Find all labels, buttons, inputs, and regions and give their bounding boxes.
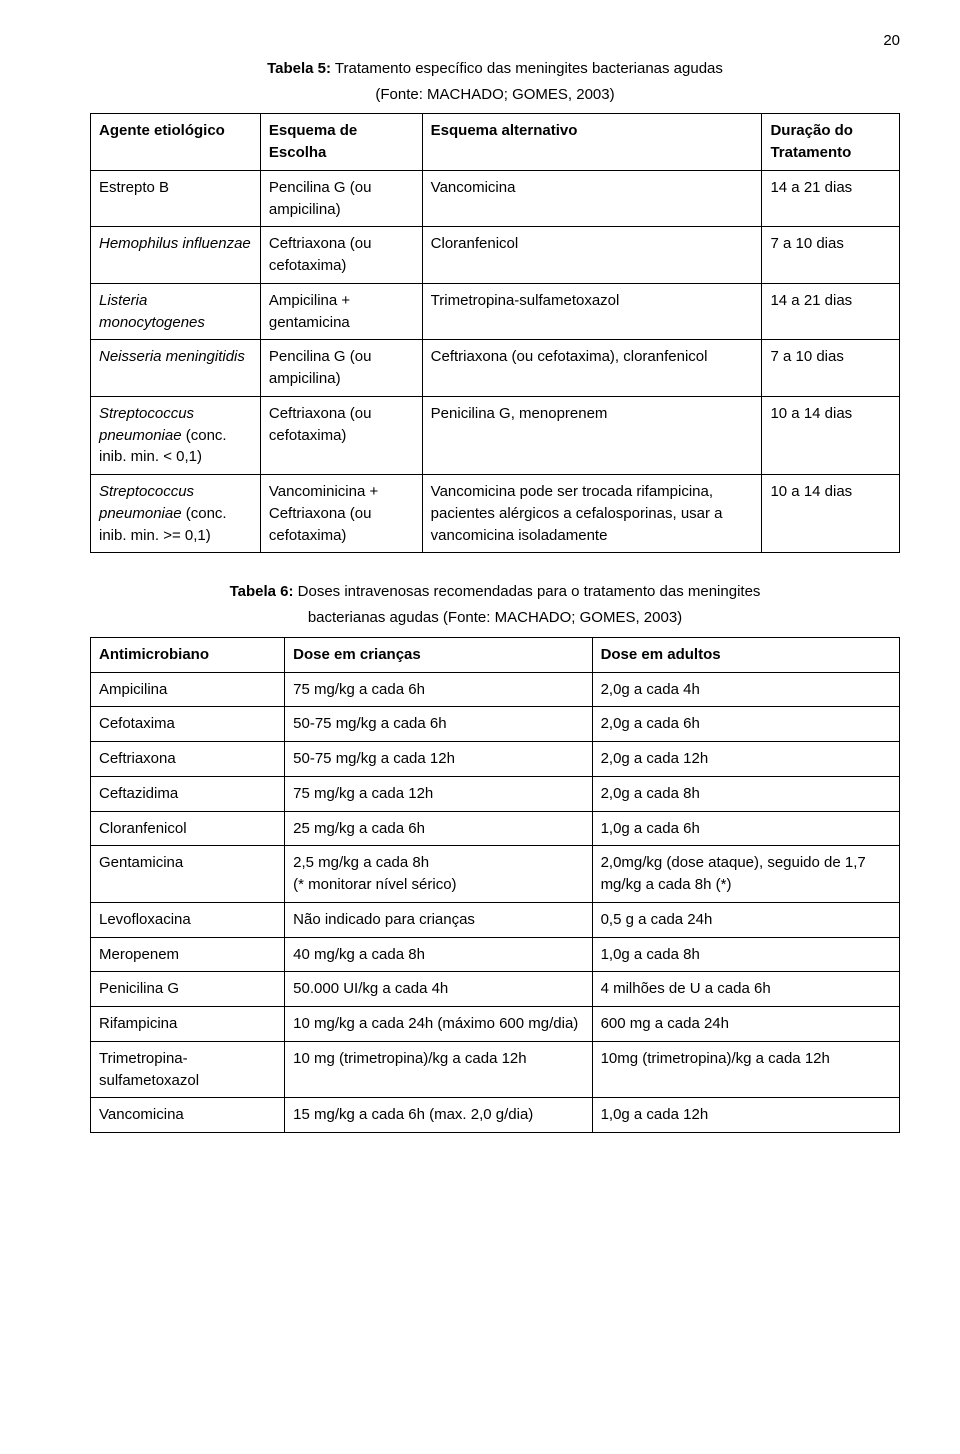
table6-caption: Tabela 6: Doses intravenosas recomendada… — [90, 581, 900, 603]
table-cell: Streptococcus pneumoniae (conc. inib. mi… — [91, 396, 261, 474]
table-cell: Trimetropina-sulfametoxazol — [422, 283, 762, 340]
table-row: Meropenem40 mg/kg a cada 8h1,0g a cada 8… — [91, 937, 900, 972]
table-cell: 2,0mg/kg (dose ataque), seguido de 1,7 m… — [592, 846, 899, 903]
table-cell: 10mg (trimetropina)/kg a cada 12h — [592, 1041, 899, 1098]
table-cell: 1,0g a cada 6h — [592, 811, 899, 846]
table-row: Rifampicina10 mg/kg a cada 24h (máximo 6… — [91, 1007, 900, 1042]
table-cell: 10 mg/kg a cada 24h (máximo 600 mg/dia) — [285, 1007, 592, 1042]
table-cell: 2,0g a cada 6h — [592, 707, 899, 742]
table-cell: 75 mg/kg a cada 12h — [285, 776, 592, 811]
page-number: 20 — [90, 30, 900, 52]
table-cell: 7 a 10 dias — [762, 340, 900, 397]
table-cell: Ceftriaxona (ou cefotaxima), cloranfenic… — [422, 340, 762, 397]
table-cell: Levofloxacina — [91, 902, 285, 937]
table5-h1: Agente etiológico — [91, 114, 261, 171]
table5: Agente etiológico Esquema de Escolha Esq… — [90, 113, 900, 553]
table-row: Streptococcus pneumoniae (conc. inib. mi… — [91, 396, 900, 474]
table6-subcaption: bacterianas agudas (Fonte: MACHADO; GOME… — [90, 607, 900, 629]
table-cell: Cloranfenicol — [91, 811, 285, 846]
table-cell: Ceftriaxona (ou cefotaxima) — [260, 396, 422, 474]
table5-h4: Duração do Tratamento — [762, 114, 900, 171]
table6-caption-rest: Doses intravenosas recomendadas para o t… — [293, 583, 760, 600]
table-row: Neisseria meningitidisPencilina G (ou am… — [91, 340, 900, 397]
table-row: Cloranfenicol25 mg/kg a cada 6h1,0g a ca… — [91, 811, 900, 846]
table-cell: 2,0g a cada 12h — [592, 742, 899, 777]
table-cell: 25 mg/kg a cada 6h — [285, 811, 592, 846]
table-cell: Meropenem — [91, 937, 285, 972]
table-cell: 1,0g a cada 12h — [592, 1098, 899, 1133]
table-cell: 10 a 14 dias — [762, 396, 900, 474]
table-cell: Não indicado para crianças — [285, 902, 592, 937]
table-cell: 2,0g a cada 8h — [592, 776, 899, 811]
table-row: Streptococcus pneumoniae (conc. inib. mi… — [91, 475, 900, 553]
table6-caption-bold: Tabela 6: — [230, 583, 294, 600]
table-cell: 50-75 mg/kg a cada 6h — [285, 707, 592, 742]
table-cell: 10 a 14 dias — [762, 475, 900, 553]
table5-caption: Tabela 5: Tratamento específico das meni… — [90, 58, 900, 80]
table-cell: Penicilina G, menoprenem — [422, 396, 762, 474]
table6-h3: Dose em adultos — [592, 637, 899, 672]
table-cell: Vancomicina — [422, 170, 762, 227]
table6-h1: Antimicrobiano — [91, 637, 285, 672]
table6: Antimicrobiano Dose em crianças Dose em … — [90, 637, 900, 1133]
table-row: Ceftazidima75 mg/kg a cada 12h2,0g a cad… — [91, 776, 900, 811]
table-cell: 50-75 mg/kg a cada 12h — [285, 742, 592, 777]
table-cell: Pencilina G (ou ampicilina) — [260, 340, 422, 397]
table-cell: 0,5 g a cada 24h — [592, 902, 899, 937]
table-cell: 1,0g a cada 8h — [592, 937, 899, 972]
table6-h2: Dose em crianças — [285, 637, 592, 672]
table-cell: Cefotaxima — [91, 707, 285, 742]
table-cell: Vancominicina + Ceftriaxona (ou cefotaxi… — [260, 475, 422, 553]
table-row: Ampicilina75 mg/kg a cada 6h2,0g a cada … — [91, 672, 900, 707]
table-cell: 7 a 10 dias — [762, 227, 900, 284]
table-row: Estrepto BPencilina G (ou ampicilina)Van… — [91, 170, 900, 227]
table-row: Vancomicina15 mg/kg a cada 6h (max. 2,0 … — [91, 1098, 900, 1133]
table-cell: Estrepto B — [91, 170, 261, 227]
table-cell: 75 mg/kg a cada 6h — [285, 672, 592, 707]
table-cell: Neisseria meningitidis — [91, 340, 261, 397]
table-cell: Vancomicina — [91, 1098, 285, 1133]
table-row: Cefotaxima50-75 mg/kg a cada 6h2,0g a ca… — [91, 707, 900, 742]
table5-subcaption: (Fonte: MACHADO; GOMES, 2003) — [90, 84, 900, 106]
table-cell: 50.000 UI/kg a cada 4h — [285, 972, 592, 1007]
table-cell: 2,0g a cada 4h — [592, 672, 899, 707]
table-cell: 4 milhões de U a cada 6h — [592, 972, 899, 1007]
table-cell: Ceftriaxona (ou cefotaxima) — [260, 227, 422, 284]
table-cell: Hemophilus influenzae — [91, 227, 261, 284]
table-cell: Gentamicina — [91, 846, 285, 903]
table-cell: Ampicilina — [91, 672, 285, 707]
table-cell: Ceftazidima — [91, 776, 285, 811]
table-cell: Pencilina G (ou ampicilina) — [260, 170, 422, 227]
table-row: Trimetropina-sulfametoxazol10 mg (trimet… — [91, 1041, 900, 1098]
table-cell: 2,5 mg/kg a cada 8h (* monitorar nível s… — [285, 846, 592, 903]
table-cell: 600 mg a cada 24h — [592, 1007, 899, 1042]
table-row: Listeria monocytogenesAmpicilina + genta… — [91, 283, 900, 340]
table5-caption-rest: Tratamento específico das meningites bac… — [331, 60, 723, 77]
table-cell: Trimetropina-sulfametoxazol — [91, 1041, 285, 1098]
table-cell: Ceftriaxona — [91, 742, 285, 777]
table5-h2: Esquema de Escolha — [260, 114, 422, 171]
table-cell: Ampicilina + gentamicina — [260, 283, 422, 340]
table-cell: 14 a 21 dias — [762, 283, 900, 340]
table5-h3: Esquema alternativo — [422, 114, 762, 171]
table-cell: 14 a 21 dias — [762, 170, 900, 227]
table-cell: Rifampicina — [91, 1007, 285, 1042]
table-cell: 10 mg (trimetropina)/kg a cada 12h — [285, 1041, 592, 1098]
table-cell: Cloranfenicol — [422, 227, 762, 284]
table-row: Penicilina G50.000 UI/kg a cada 4h4 milh… — [91, 972, 900, 1007]
table-cell: Streptococcus pneumoniae (conc. inib. mi… — [91, 475, 261, 553]
table-cell: 15 mg/kg a cada 6h (max. 2,0 g/dia) — [285, 1098, 592, 1133]
table-cell: Vancomicina pode ser trocada rifampicina… — [422, 475, 762, 553]
table-cell: Listeria monocytogenes — [91, 283, 261, 340]
table5-caption-bold: Tabela 5: — [267, 60, 331, 77]
table-cell: Penicilina G — [91, 972, 285, 1007]
table-cell: 40 mg/kg a cada 8h — [285, 937, 592, 972]
table-row: Hemophilus influenzaeCeftriaxona (ou cef… — [91, 227, 900, 284]
table-row: Gentamicina2,5 mg/kg a cada 8h (* monito… — [91, 846, 900, 903]
table-row: Ceftriaxona50-75 mg/kg a cada 12h2,0g a … — [91, 742, 900, 777]
table-row: Agente etiológico Esquema de Escolha Esq… — [91, 114, 900, 171]
table-row: Antimicrobiano Dose em crianças Dose em … — [91, 637, 900, 672]
table-row: LevofloxacinaNão indicado para crianças0… — [91, 902, 900, 937]
